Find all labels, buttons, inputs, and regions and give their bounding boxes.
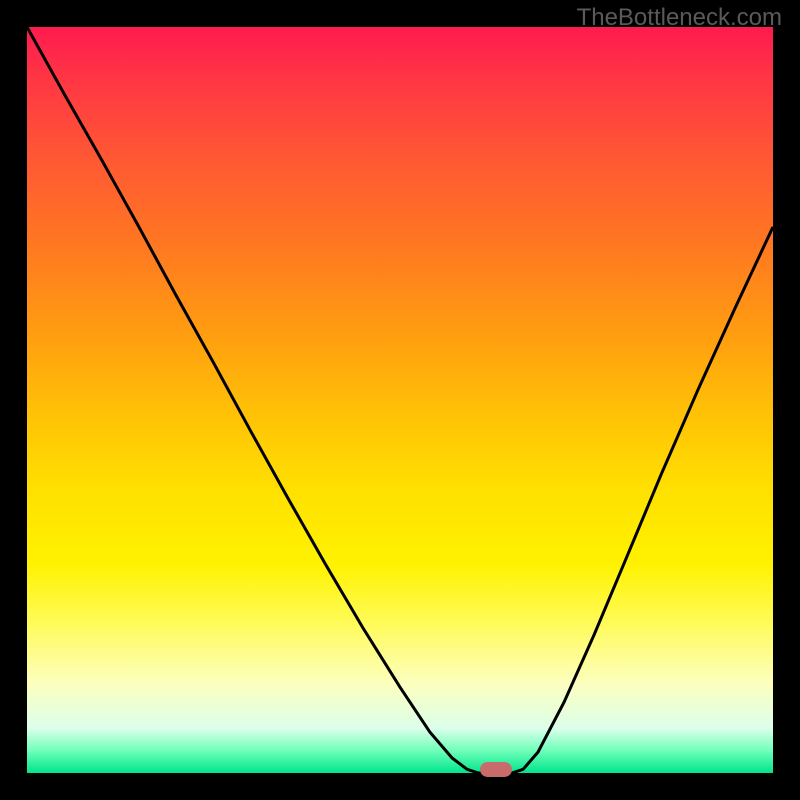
minimum-marker	[480, 762, 512, 777]
plot-area	[27, 27, 773, 773]
bottleneck-curve	[27, 27, 773, 773]
watermark-text: TheBottleneck.com	[577, 4, 782, 32]
curve-svg	[27, 27, 773, 773]
chart-container: TheBottleneck.com	[0, 0, 800, 800]
